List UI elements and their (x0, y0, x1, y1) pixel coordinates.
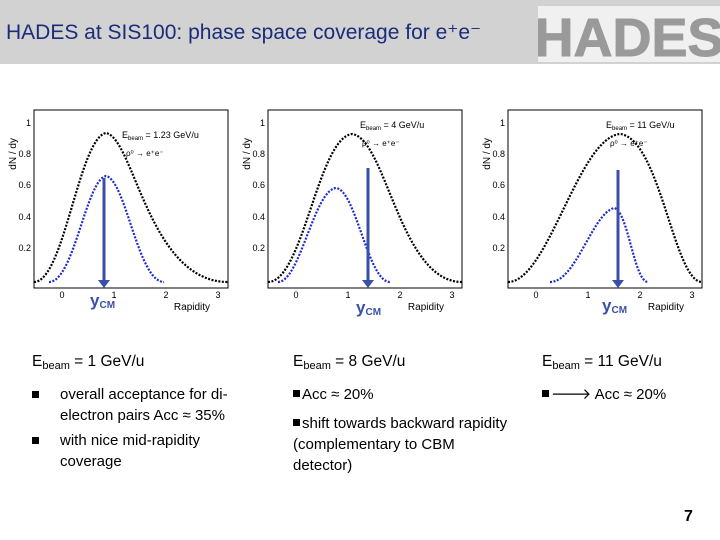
ycm-label: yCM (356, 298, 381, 318)
ebeam-annotation: Ebeam = 4 GeV/u (360, 120, 424, 132)
slide-title: HADES at SIS100: phase space coverage fo… (6, 21, 482, 44)
y-axis-label: dN / dy (482, 138, 493, 170)
bullet-item: Acc ≈ 20% (293, 384, 513, 405)
slide-header: HADES at SIS100: phase space coverage fo… (0, 0, 720, 64)
x-tick: 0 (59, 290, 64, 300)
plot-ebeam-1: dN / dy 0.2 0.4 0.6 0.8 1 0 1 2 3 Rapidi… (4, 98, 234, 323)
bullet-marker (293, 390, 300, 397)
plot-frame (267, 109, 463, 289)
x-tick: 0 (293, 290, 298, 300)
x-tick: 3 (449, 290, 454, 300)
x-tick: 1 (345, 290, 350, 300)
y-tick: 1 (26, 118, 31, 128)
bullet-marker (293, 419, 300, 426)
column-heading: Ebeam = 1 GeV/u (32, 353, 145, 372)
ebeam-annotation: Ebeam = 1.23 GeV/u (122, 130, 199, 142)
x-tick: 0 (533, 290, 538, 300)
y-tick: 0.2 (252, 243, 265, 253)
plot-frame (33, 109, 229, 289)
accepted-distribution-curve (277, 186, 391, 284)
x-tick: 2 (397, 290, 402, 300)
x-tick: 3 (689, 290, 694, 300)
ebeam-annotation: Ebeam = 11 GeV/u (606, 120, 675, 132)
x-axis-label: Rapidity (408, 302, 444, 313)
y-tick: 1 (260, 118, 265, 128)
x-tick: 3 (215, 290, 220, 300)
plot-ebeam-8: dN / dy 0.2 0.4 0.6 0.8 1 0 1 2 3 Rapidi… (238, 98, 468, 323)
ycm-arrow-head (612, 280, 624, 288)
bullet-item: with nice mid-rapidity coverage (32, 430, 242, 472)
x-tick: 2 (163, 290, 168, 300)
x-axis-label: Rapidity (648, 302, 684, 313)
y-tick: 0.6 (252, 180, 265, 190)
logo-text: HADES (538, 8, 720, 62)
y-tick: 0.8 (18, 149, 31, 159)
ycm-arrow-head (98, 280, 110, 288)
total-distribution-curve (507, 132, 703, 284)
reaction-annotation: ρ⁰ → e⁺e⁻ (610, 139, 648, 148)
x-tick: 1 (111, 290, 116, 300)
column-ebeam-11: Ebeam = 11 GeV/u 🡒 Acc ≈ 20% (542, 352, 717, 413)
y-tick: 0.2 (492, 243, 505, 253)
page-number: 7 (684, 508, 693, 525)
y-tick: 1 (500, 118, 505, 128)
bullet-item: 🡒 Acc ≈ 20% (542, 384, 717, 405)
ycm-label: yCM (90, 291, 115, 311)
reaction-annotation: ρ⁰ → e⁺e⁻ (126, 149, 164, 158)
total-distribution-curve (267, 132, 463, 284)
y-tick: 0.4 (252, 212, 265, 222)
y-axis-label: dN / dy (242, 138, 253, 170)
bullet-marker (542, 390, 549, 397)
bullet-item: shift towards backward rapidity (complem… (293, 415, 508, 474)
y-axis-label: dN / dy (8, 138, 19, 170)
ycm-label: yCM (602, 296, 627, 316)
total-distribution-curve (33, 131, 229, 284)
hades-logo: HADES (538, 6, 720, 62)
x-tick: 1 (585, 290, 590, 300)
plot-frame (507, 109, 703, 289)
bullet-marker (32, 437, 39, 444)
y-tick: 0.2 (18, 243, 31, 253)
bullet-marker (32, 391, 39, 398)
column-heading: Ebeam = 8 GeV/u (293, 353, 406, 372)
y-tick: 0.6 (492, 180, 505, 190)
y-tick: 0.6 (18, 180, 31, 190)
y-tick: 0.4 (492, 212, 505, 222)
ycm-arrow-head (362, 280, 374, 288)
reaction-annotation: ρ⁰ → e⁺e⁻ (362, 139, 400, 148)
y-tick: 0.4 (18, 212, 31, 222)
column-heading: Ebeam = 11 GeV/u (542, 353, 662, 372)
accepted-distribution-curve (48, 174, 165, 284)
x-tick: 2 (637, 290, 642, 300)
x-axis-label: Rapidity (174, 302, 210, 313)
bullet-item: overall acceptance for di-electron pairs… (32, 384, 242, 426)
accepted-distribution-curve (549, 206, 649, 284)
column-ebeam-1: Ebeam = 1 GeV/u overall acceptance for d… (32, 352, 242, 476)
y-tick: 0.8 (492, 149, 505, 159)
plot-ebeam-11: dN / dy 0.2 0.4 0.6 0.8 1 0 1 2 3 Rapidi… (478, 98, 708, 323)
column-ebeam-8: Ebeam = 8 GeV/u Acc ≈ 20% shift towards … (293, 352, 513, 484)
y-tick: 0.8 (252, 149, 265, 159)
